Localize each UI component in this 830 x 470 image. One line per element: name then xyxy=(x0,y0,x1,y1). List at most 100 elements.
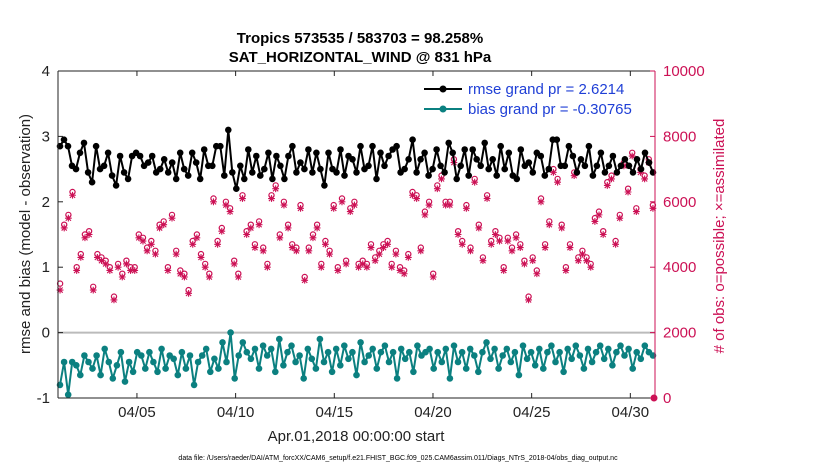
assimilated-obs-point xyxy=(309,234,317,242)
bias-point xyxy=(499,352,507,359)
rmse-point xyxy=(373,175,380,183)
assimilated-obs-point xyxy=(110,296,118,304)
bias-point xyxy=(186,352,194,359)
rmse-point xyxy=(112,182,120,189)
bias-point xyxy=(81,352,88,359)
assimilated-obs-point xyxy=(475,224,483,232)
y-right-tick-label: 8000 xyxy=(663,128,696,145)
bias-point xyxy=(73,362,80,369)
bias-point xyxy=(511,348,519,356)
rmse-point xyxy=(289,142,296,150)
bias-point xyxy=(162,365,169,372)
assimilated-obs-point xyxy=(77,253,85,261)
assimilated-obs-point xyxy=(554,178,561,186)
bias-point xyxy=(576,352,584,359)
rmse-point xyxy=(72,165,80,173)
bias-point xyxy=(296,352,303,359)
rmse-point xyxy=(176,149,184,157)
assimilated-obs-point xyxy=(533,270,541,278)
bias-point xyxy=(320,358,328,366)
rmse-point xyxy=(641,149,649,157)
rmse-point xyxy=(217,142,224,150)
rmse-point xyxy=(160,156,168,163)
assimilated-obs-point xyxy=(612,240,620,248)
bias-point xyxy=(369,345,377,353)
bias-point xyxy=(442,345,450,353)
assimilated-obs-point xyxy=(135,234,143,242)
rmse-point xyxy=(573,169,581,176)
bias-point xyxy=(288,342,295,350)
bias-point xyxy=(544,348,551,356)
rmse-point xyxy=(385,152,392,160)
assimilated-obs-point xyxy=(73,267,81,274)
rmse-point xyxy=(192,159,200,166)
assimilated-obs-point xyxy=(446,201,454,209)
rmse-point xyxy=(273,152,280,160)
rmse-point xyxy=(285,152,292,160)
bias-point xyxy=(625,345,632,353)
bias-point xyxy=(584,345,592,353)
bias-point xyxy=(125,358,133,366)
bias-point xyxy=(93,352,100,359)
rmse-point xyxy=(341,172,348,179)
assimilated-obs-point xyxy=(404,253,412,261)
assimilated-obs-point xyxy=(98,257,105,265)
assimilated-obs-point xyxy=(375,250,383,258)
assimilated-obs-point xyxy=(214,240,222,248)
assimilated-obs-point xyxy=(305,247,313,255)
bias-point xyxy=(345,355,352,363)
rmse-point xyxy=(545,165,553,173)
bias-point xyxy=(393,375,401,382)
assimilated-obs-point xyxy=(342,260,350,268)
assimilated-obs-point xyxy=(234,273,242,281)
bias-point xyxy=(341,342,348,350)
bias-point xyxy=(60,358,68,366)
assimilated-obs-point xyxy=(247,224,255,232)
rmse-point xyxy=(417,156,424,163)
assimilated-obs-point xyxy=(637,168,644,176)
rmse-point xyxy=(405,156,412,163)
y-right-tick-label: 4000 xyxy=(663,259,696,276)
rmse-point xyxy=(377,149,384,157)
rmse-point xyxy=(180,165,188,173)
assimilated-obs-point xyxy=(230,260,238,268)
plot-area xyxy=(58,71,655,398)
bias-point xyxy=(397,345,405,353)
assimilated-obs-point xyxy=(483,195,491,202)
assimilated-obs-point xyxy=(599,231,607,238)
bias-point xyxy=(446,375,454,382)
bias-point xyxy=(487,355,494,363)
assimilated-obs-point xyxy=(263,263,271,271)
assimilated-obs-point xyxy=(541,244,549,251)
rmse-point xyxy=(541,172,549,179)
rmse-point xyxy=(88,178,96,186)
bias-point xyxy=(462,365,470,372)
rmse-point xyxy=(493,172,501,179)
assimilated-obs-point xyxy=(139,237,147,245)
bias-point xyxy=(243,348,251,356)
bias-point xyxy=(182,365,190,372)
rmse-point xyxy=(257,172,264,179)
assimilated-obs-point xyxy=(85,231,93,238)
assimilated-obs-point xyxy=(537,198,545,206)
bias-point xyxy=(377,348,385,356)
assimilated-obs-point xyxy=(574,257,582,265)
bias-point xyxy=(170,355,177,363)
assimilated-obs-point xyxy=(396,267,404,274)
assimilated-obs-point xyxy=(89,286,97,294)
bias-point xyxy=(101,345,108,353)
x-tick-label: 04/25 xyxy=(513,404,551,421)
rmse-point xyxy=(188,149,196,157)
rmse-point xyxy=(441,169,448,176)
assimilated-obs-point xyxy=(628,152,636,160)
bias-point xyxy=(600,355,608,363)
rmse-point xyxy=(100,162,108,170)
assimilated-obs-point xyxy=(429,273,437,281)
rmse-point xyxy=(589,172,597,179)
assimilated-obs-point xyxy=(454,231,462,238)
bias-point xyxy=(211,355,218,363)
bias-point xyxy=(85,358,92,366)
rmse-point xyxy=(421,149,428,157)
assimilated-obs-point xyxy=(226,208,234,216)
